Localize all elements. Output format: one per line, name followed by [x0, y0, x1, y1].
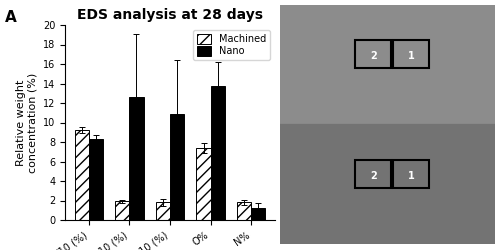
Legend: Machined, Nano: Machined, Nano [193, 30, 270, 60]
Bar [251, 208, 266, 220]
Text: 2: 2 [370, 51, 376, 61]
Bar [355, 40, 391, 68]
Bar [130, 97, 143, 220]
Text: A: A [5, 10, 17, 25]
Bar [170, 114, 184, 220]
Bar [89, 139, 103, 220]
Text: 2: 2 [370, 171, 376, 181]
Bar [394, 40, 430, 68]
Text: 1: 1 [408, 51, 415, 61]
Bar [74, 130, 89, 220]
Bar [210, 86, 225, 220]
Bar [237, 202, 251, 220]
Bar [355, 160, 391, 188]
Y-axis label: Relative weight
concentration (%): Relative weight concentration (%) [16, 72, 38, 172]
Bar [394, 160, 430, 188]
Bar [156, 202, 170, 220]
Bar [115, 202, 130, 220]
Text: 1: 1 [408, 171, 415, 181]
Title: EDS analysis at 28 days: EDS analysis at 28 days [77, 8, 263, 22]
Bar [196, 148, 210, 220]
